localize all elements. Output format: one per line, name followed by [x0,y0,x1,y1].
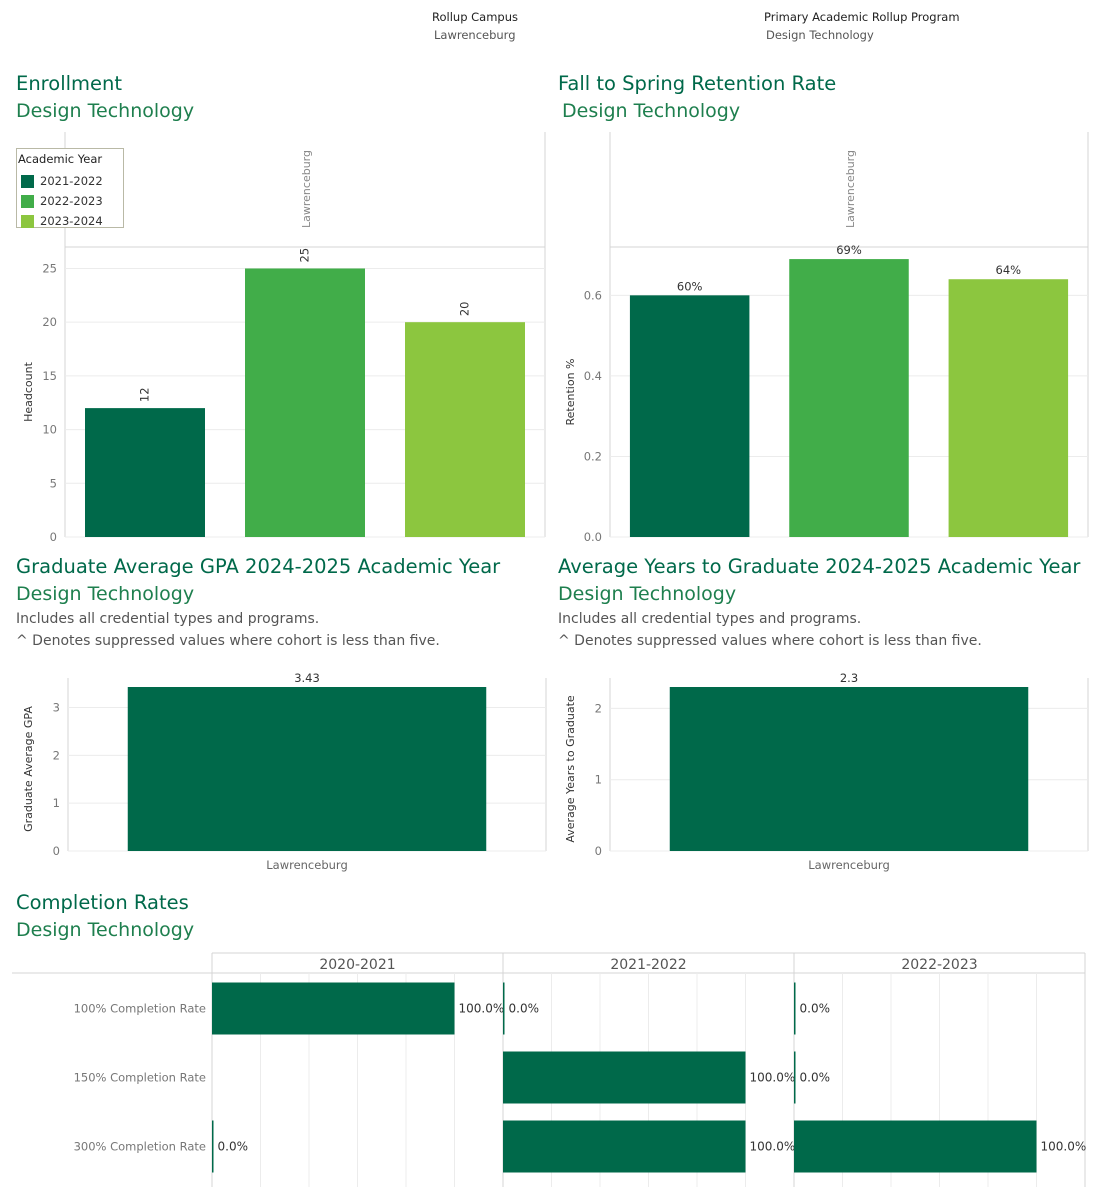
gpa-note-suppressed: ^ Denotes suppressed values where cohort… [16,633,440,649]
data-label: 64% [996,263,1022,277]
bar [212,1120,214,1173]
y-axis-label: Headcount [22,361,35,421]
panel-header: 2020-2021 [319,957,395,973]
y-tick-label: 0 [53,844,60,858]
y-axis-label: Graduate Average GPA [22,706,35,832]
data-label: 0.0% [509,1002,540,1016]
legend-swatch [21,214,34,228]
panel-header: 2021-2022 [610,957,686,973]
y-tick-label: 15 [42,369,57,383]
data-label: 100.0% [1041,1140,1087,1154]
bar [948,279,1069,537]
years-note-suppressed: ^ Denotes suppressed values where cohort… [558,633,982,649]
years-chart: 0 1 2 Average Years to Graduate 2.3 Lawrenceb… [564,671,1089,872]
years-subtitle: Design Technology [558,583,737,605]
bar [85,408,205,537]
legend-item-label: 2023-2024 [40,214,103,228]
y-tick-label: 0.6 [584,288,602,302]
campus-filter-label: Rollup Campus [432,10,519,24]
program-filter-value[interactable]: Design Technology [766,28,874,42]
years-title: Average Years to Graduate 2024-2025 Acad… [558,555,1081,578]
y-tick-label: 0 [50,530,57,542]
y-axis-label: Average Years to Graduate [564,695,577,843]
enrollment-subtitle: Design Technology [16,100,195,122]
retention-subtitle: Design Technology [562,100,741,122]
y-tick-label: 2 [53,748,60,762]
bar [503,1120,746,1173]
y-tick-label: 20 [42,315,57,329]
bar [794,1120,1037,1173]
legend-title: Academic Year [18,152,103,166]
legend-swatch [21,194,34,208]
data-label: 3.43 [294,671,320,685]
legend-item[interactable]: 2023-2024 [21,211,103,231]
bar [503,1051,746,1104]
campus-filter-value[interactable]: Lawrenceburg [434,28,516,42]
data-label: 0.0% [800,1002,831,1016]
data-label: 100.0% [459,1002,505,1016]
completion-title: Completion Rates [16,891,189,914]
row-label: 300% Completion Rate [74,1140,206,1154]
program-filter-label: Primary Academic Rollup Program [764,10,960,24]
y-tick-label: 1 [53,796,60,810]
legend-item-label: 2022-2023 [40,194,103,208]
legend-item[interactable]: 2022-2023 [21,191,103,211]
completion-chart: 2020-2021 2021-2022 2022-2023 100% Completi… [12,952,1087,1187]
panel-header: 2022-2023 [901,957,977,973]
data-label: 100.0% [750,1071,796,1085]
y-tick-label: 2 [595,701,602,715]
x-tick-label: Lawrenceburg [808,858,890,872]
y-tick-label: 0 [595,844,602,858]
y-tick-label: 0.4 [584,369,602,383]
academic-year-legend: Academic Year 2021-2022 2022-2023 2023-202… [16,148,124,228]
bar [405,322,525,537]
y-tick-label: 0.2 [584,449,602,463]
data-label: 25 [298,248,312,263]
data-label: 0.0% [800,1071,831,1085]
y-tick-label: 3 [53,701,60,715]
data-label: 0.0% [218,1140,249,1154]
gpa-chart: 0 1 2 3 Graduate Average GPA 3.43 Lawrenceburg [22,671,547,872]
enrollment-chart: Lawrenceburg 0 5 10 15 20 25 Headcount 12 25 20 [22,132,546,542]
enrollment-title: Enrollment [16,72,123,95]
bar [669,687,1029,851]
bar [503,982,505,1035]
retention-chart: Lawrenceburg 0.0 0.2 0.4 0.6 Retention % 60% 69… [564,132,1089,542]
row-label: 150% Completion Rate [74,1071,206,1085]
legend-swatch [21,174,34,188]
y-axis-label: Retention % [564,359,577,426]
y-tick-label: 0.0 [584,530,602,542]
bar [245,268,365,537]
data-label: 20 [458,302,472,317]
legend-item[interactable]: 2021-2022 [21,171,103,191]
bar [794,982,796,1035]
y-tick-label: 5 [50,476,57,490]
gpa-subtitle: Design Technology [16,583,195,605]
gpa-title: Graduate Average GPA 2024-2025 Academic … [16,555,501,578]
bar [629,295,750,537]
data-label: 12 [138,387,152,402]
column-header: Lawrenceburg [844,150,857,228]
data-label: 2.3 [840,671,858,685]
bar [212,982,455,1035]
bar [794,1051,796,1104]
bar [789,259,909,537]
data-label: 69% [836,243,862,257]
column-header: Lawrenceburg [300,150,313,228]
x-tick-label: Lawrenceburg [266,858,348,872]
legend-item-label: 2021-2022 [40,174,103,188]
row-label: 100% Completion Rate [74,1002,206,1016]
data-label: 60% [677,279,703,293]
y-tick-label: 10 [42,423,57,437]
y-tick-label: 1 [595,773,602,787]
gpa-note-credentials: Includes all credential types and progra… [16,611,320,627]
years-note-credentials: Includes all credential types and progra… [558,611,862,627]
bar [127,687,487,851]
data-label: 100.0% [750,1140,796,1154]
completion-subtitle: Design Technology [16,919,195,941]
retention-title: Fall to Spring Retention Rate [558,72,837,95]
y-tick-label: 25 [42,261,57,275]
